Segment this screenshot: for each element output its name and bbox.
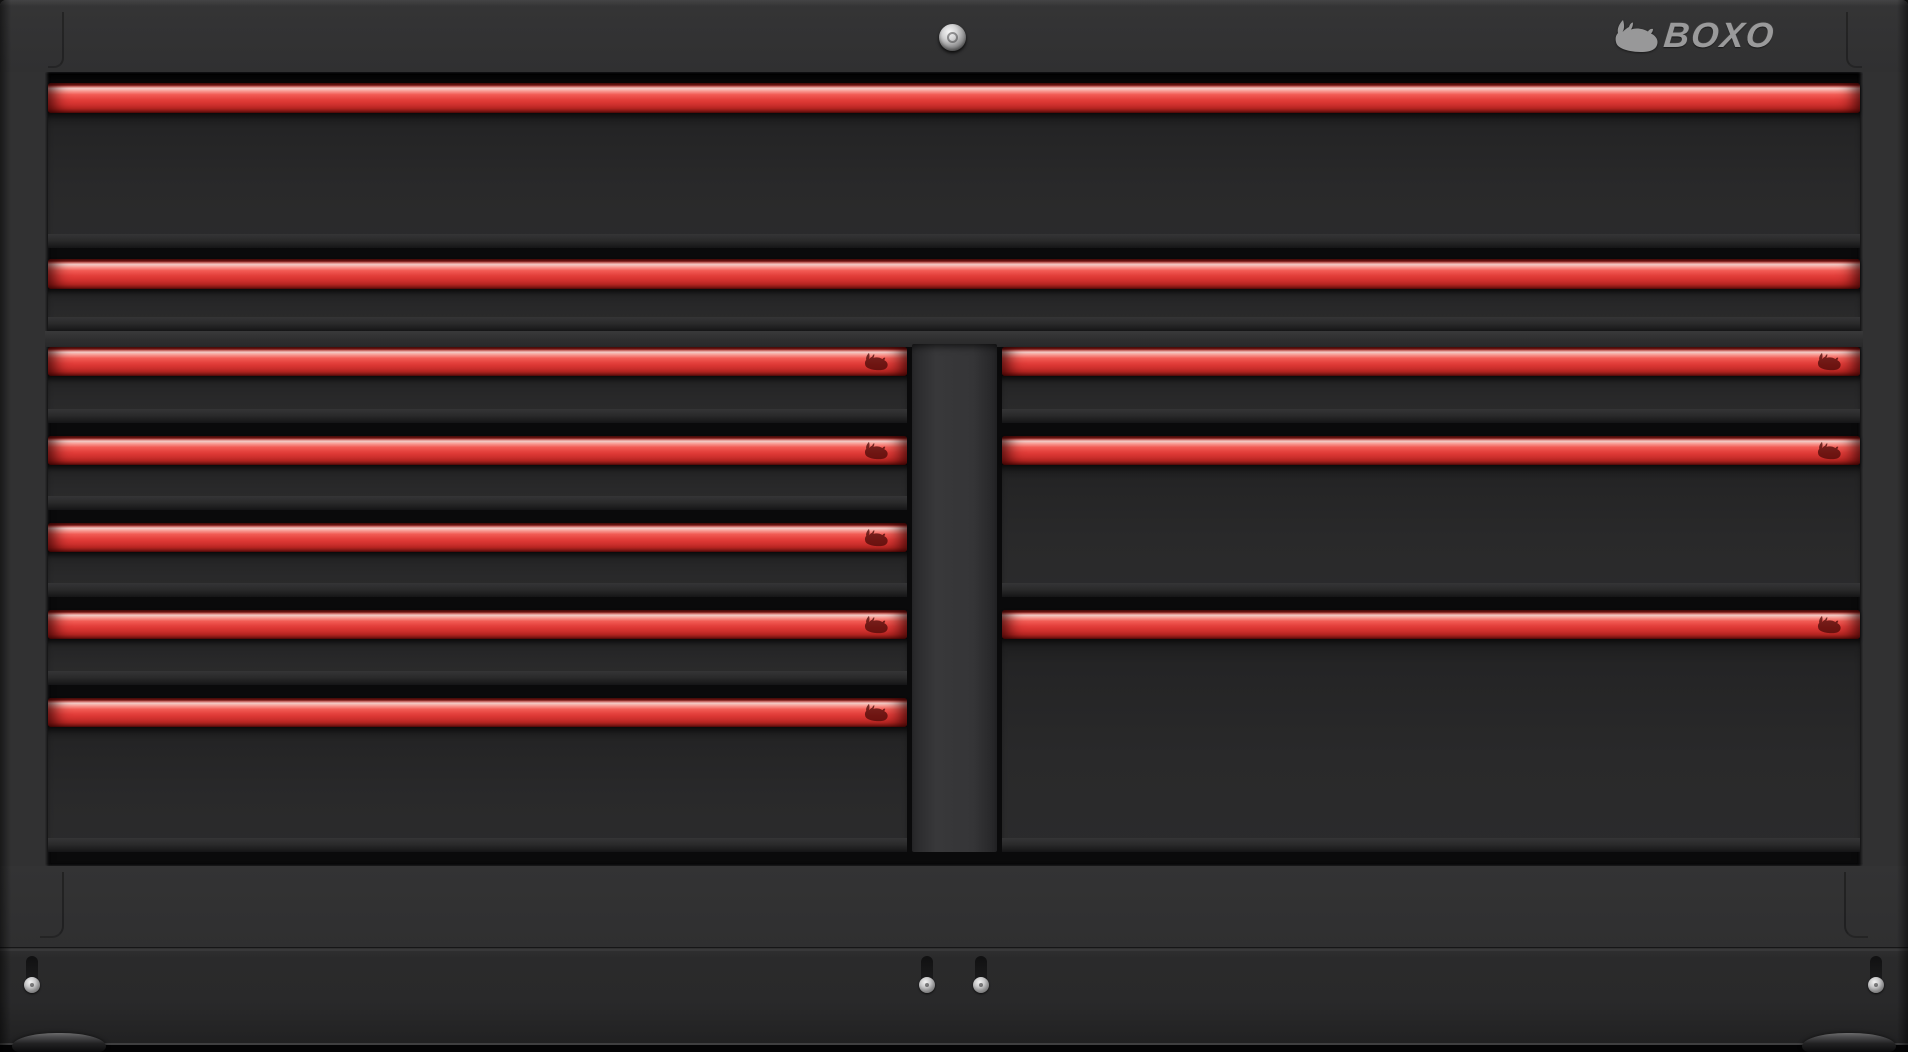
drawer-left-5 (48, 698, 907, 852)
drawer-handle (1002, 347, 1860, 376)
rhino-mark-icon (1816, 614, 1842, 635)
screw (973, 977, 989, 993)
drawer-handle (48, 259, 1860, 289)
drawer-face (48, 289, 1860, 331)
brand-text: BOXO (1662, 16, 1778, 55)
drawer-handle (48, 610, 907, 639)
drawer-face (48, 727, 907, 852)
drawer-left-1 (48, 347, 907, 423)
rhino-icon (1612, 17, 1660, 55)
drawer-handle (48, 523, 907, 552)
rhino-mark-icon (1816, 351, 1842, 372)
drawer-face (48, 376, 907, 423)
base-panel (0, 947, 1908, 1046)
drawer-right-2 (1002, 436, 1860, 597)
drawer-face (1002, 639, 1860, 852)
drawer-handle (48, 83, 1860, 113)
top-rail-seam-left (48, 12, 64, 68)
boxo-logo: BOXO (1612, 10, 1778, 62)
drawer-right-1 (1002, 347, 1860, 423)
drawer-handle (48, 698, 907, 727)
drawer-face (48, 465, 907, 510)
center-divider (912, 344, 997, 852)
screw (1868, 977, 1884, 993)
floor-shadow-band (0, 1045, 1908, 1052)
rhino-mark-icon (863, 614, 889, 635)
drawer-second-full (48, 259, 1860, 331)
drawer-left-2 (48, 436, 907, 510)
drawer-face (48, 552, 907, 597)
drawer-handle (1002, 610, 1860, 639)
drawer-face (1002, 465, 1860, 597)
leveling-foot-left (12, 1033, 106, 1052)
drawer-face (48, 113, 1860, 248)
rhino-mark-icon (863, 527, 889, 548)
drawer-handle (48, 436, 907, 465)
drawer-handle (1002, 436, 1860, 465)
screw (24, 977, 40, 993)
rhino-mark-icon (863, 702, 889, 723)
leveling-foot-right (1802, 1033, 1896, 1052)
drawer-right-3 (1002, 610, 1860, 852)
drawer-left-4 (48, 610, 907, 685)
drawer-handle (48, 347, 907, 376)
rhino-mark-icon (1816, 440, 1842, 461)
drawer-left-3 (48, 523, 907, 597)
skirt-seam-left (40, 872, 64, 938)
drawer-face (1002, 376, 1860, 423)
rhino-mark-icon (863, 351, 889, 372)
cabinet-top-rail: BOXO (0, 0, 1908, 72)
rhino-mark-icon (863, 440, 889, 461)
drawer-face (48, 639, 907, 685)
skirt-seam-right (1844, 872, 1868, 938)
lock-knob (939, 24, 966, 51)
bottom-frame-band (0, 866, 1908, 947)
top-rail-seam-right (1846, 12, 1862, 68)
screw (919, 977, 935, 993)
drawer-top-full (48, 83, 1860, 248)
